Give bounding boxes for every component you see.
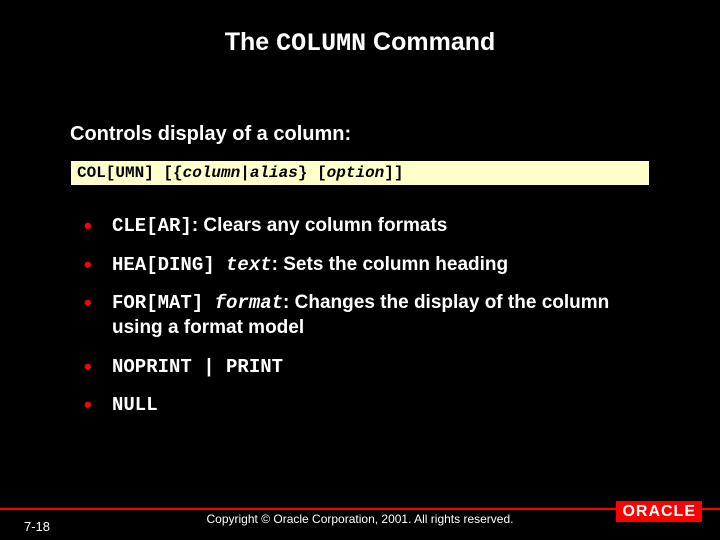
footer: 7-18 Copyright © Oracle Corporation, 200…	[0, 502, 720, 540]
bullet-code: FOR[MAT]	[112, 292, 215, 314]
footer-divider	[0, 508, 720, 510]
slide-title: The COLUMN Command	[0, 0, 720, 68]
page-number: 7-18	[24, 519, 50, 534]
syntax-mid1: |	[240, 164, 250, 182]
content-area: Controls display of a column: COL[UMN] […	[0, 68, 720, 418]
syntax-box: COL[UMN] [{column|alias} [option]]	[70, 160, 650, 186]
bullet-text: : Clears any column formats	[192, 215, 448, 236]
copyright-text: Copyright © Oracle Corporation, 2001. Al…	[0, 512, 720, 530]
list-item: NULL	[80, 393, 650, 418]
bullet-ital: format	[215, 292, 283, 314]
subtitle: Controls display of a column:	[70, 123, 650, 146]
title-pre: The	[225, 28, 276, 56]
bullet-code: NULL	[112, 394, 158, 416]
title-post: Command	[366, 28, 495, 56]
syntax-ital1: column	[183, 164, 241, 182]
list-item: HEA[DING] text: Sets the column heading	[80, 253, 650, 278]
list-item: CLE[AR]: Clears any column formats	[80, 214, 650, 239]
title-code: COLUMN	[276, 29, 366, 58]
oracle-logo: ORACLE	[616, 501, 702, 522]
syntax-ital2: alias	[250, 164, 298, 182]
bullet-code: HEA[DING]	[112, 254, 226, 276]
bullet-text: : Sets the column heading	[272, 254, 508, 275]
syntax-mid2: } [	[298, 164, 327, 182]
list-item: FOR[MAT] format: Changes the display of …	[80, 291, 650, 340]
bullet-code: CLE[AR]	[112, 215, 192, 237]
list-item: NOPRINT | PRINT	[80, 355, 650, 380]
bullet-code: NOPRINT | PRINT	[112, 356, 283, 378]
syntax-end: ]]	[384, 164, 403, 182]
syntax-ital3: option	[327, 164, 385, 182]
bullet-ital: text	[226, 254, 272, 276]
syntax-part1: COL[UMN] [{	[77, 164, 183, 182]
bullet-list: CLE[AR]: Clears any column formats HEA[D…	[70, 214, 650, 418]
logo-text: ORACLE	[616, 501, 702, 522]
